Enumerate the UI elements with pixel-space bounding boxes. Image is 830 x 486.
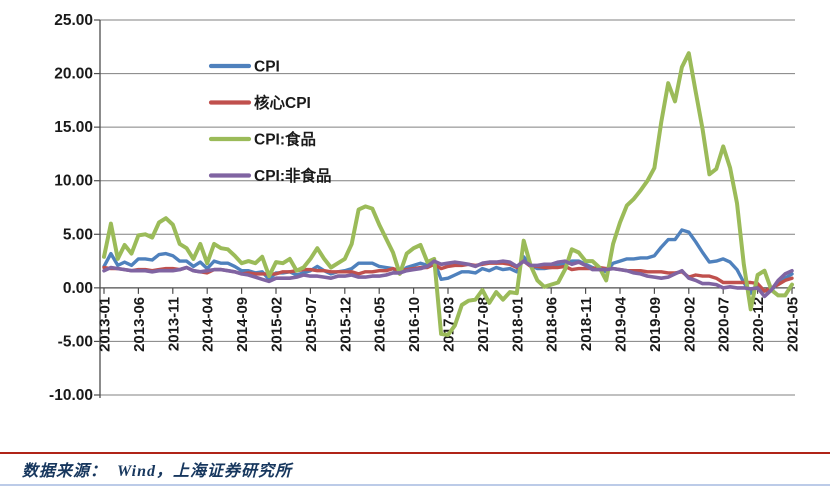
gridlines [100, 19, 795, 396]
svg-text:10.00: 10.00 [54, 173, 93, 190]
legend-item-cpi: CPI [208, 59, 280, 76]
svg-text:2018-11: 2018-11 [578, 297, 595, 351]
legend-item-core-cpi: 核心CPI [208, 93, 311, 112]
svg-text:-10.00: -10.00 [49, 387, 93, 404]
legend-label-cpi-nonfood: CPI:非食品 [254, 166, 332, 185]
legend-label-cpi-food: CPI:食品 [254, 130, 316, 149]
series-line-cpi [102, 228, 794, 295]
y-axis-labels: 25.00 20.00 15.00 10.00 5.00 0.00 -5.00 -10.00 [49, 12, 93, 404]
source-footer: 数据来源： Wind，上海证券研究所 [0, 452, 830, 486]
svg-text:2016-05: 2016-05 [372, 297, 389, 352]
svg-text:5.00: 5.00 [63, 226, 93, 243]
y-axis [94, 19, 101, 398]
svg-text:2017-03: 2017-03 [441, 297, 458, 352]
svg-text:2019-09: 2019-09 [647, 297, 664, 352]
svg-text:15.00: 15.00 [54, 119, 93, 136]
svg-text:2015-07: 2015-07 [303, 297, 320, 352]
svg-text:2014-04: 2014-04 [200, 296, 217, 352]
legend: CPI 核心CPI CPI:食品 CPI:非食品 [208, 59, 332, 185]
svg-text:2013-11: 2013-11 [165, 297, 182, 351]
svg-text:2015-12: 2015-12 [337, 297, 354, 352]
svg-text:2021-05: 2021-05 [785, 297, 802, 352]
data-source-text: 数据来源： Wind，上海证券研究所 [22, 463, 292, 480]
series-line-cpi-food [102, 51, 794, 337]
svg-text:2018-06: 2018-06 [544, 297, 561, 352]
legend-item-cpi-food: CPI:食品 [208, 130, 316, 149]
x-axis-labels: 2013-01 2013-06 2013-11 2014-04 2014-09 2015-… [97, 296, 802, 352]
svg-text:2013-01: 2013-01 [97, 297, 114, 352]
svg-text:0.00: 0.00 [63, 280, 93, 297]
svg-text:2014-09: 2014-09 [234, 297, 251, 352]
svg-text:2018-01: 2018-01 [509, 297, 526, 352]
svg-text:-5.00: -5.00 [58, 333, 93, 350]
svg-text:2020-02: 2020-02 [681, 297, 698, 352]
svg-text:20.00: 20.00 [54, 66, 93, 83]
svg-text:2017-08: 2017-08 [475, 297, 492, 352]
svg-text:2013-06: 2013-06 [131, 297, 148, 352]
series-line-cpi-nonfood [102, 259, 794, 299]
legend-label-cpi: CPI [254, 59, 280, 76]
legend-label-core-cpi: 核心CPI [254, 93, 311, 112]
legend-item-cpi-nonfood: CPI:非食品 [208, 166, 332, 185]
svg-text:2020-07: 2020-07 [716, 297, 733, 352]
svg-text:25.00: 25.00 [54, 12, 93, 29]
svg-text:2019-04: 2019-04 [613, 296, 630, 352]
cpi-line-chart: 25.0020.0015.0010.005.000.00-5.00-10.002… [49, 12, 802, 404]
svg-text:2020-12: 2020-12 [750, 297, 767, 352]
svg-text:2015-02: 2015-02 [269, 297, 286, 352]
svg-text:2016-10: 2016-10 [406, 297, 423, 352]
x-axis [100, 287, 795, 294]
